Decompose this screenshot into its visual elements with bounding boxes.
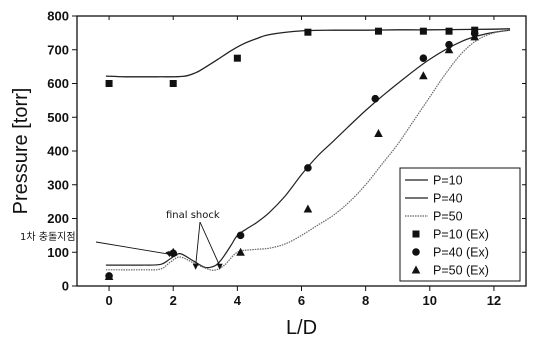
- x-tick-label: 6: [298, 293, 305, 308]
- data-point-p-10-ex: [446, 28, 453, 35]
- legend-label: P=50 (Ex): [433, 264, 489, 278]
- legend-label: P=40 (Ex): [433, 246, 489, 260]
- legend-label: P=10: [433, 174, 463, 188]
- y-tick-label: 600: [47, 76, 69, 91]
- y-tick-label: 200: [47, 211, 69, 226]
- y-tick-label: 800: [47, 9, 69, 24]
- y-tick-label: 500: [47, 110, 69, 125]
- y-tick-label: 0: [62, 279, 69, 294]
- annotation-arrowhead: [193, 264, 199, 270]
- data-point-p-10-ex: [170, 80, 177, 87]
- annotation-label-final-shock: final shock: [166, 210, 220, 221]
- legend-label: P=50: [433, 210, 463, 224]
- data-point-p-40-ex: [304, 164, 312, 172]
- data-point-p-50-ex: [374, 129, 383, 137]
- legend-label: P=40: [433, 192, 463, 206]
- x-tick-label: 8: [362, 293, 369, 308]
- annotation-arrow: [96, 242, 170, 254]
- legend-swatch-marker: [412, 248, 420, 256]
- data-point-p-10-ex: [375, 28, 382, 35]
- data-point-p-10-ex: [420, 28, 427, 35]
- data-point-p-40-ex: [420, 54, 428, 62]
- x-axis-title: L/D: [286, 317, 317, 339]
- x-tick-label: 4: [234, 293, 242, 308]
- legend-label: P=10 (Ex): [433, 228, 489, 242]
- legend: P=10 P=40 P=50 P=10 (Ex) P=40 (Ex) P=50 (Ex): [400, 168, 520, 281]
- data-point-p-10-ex: [106, 80, 113, 87]
- x-tick-label: 10: [423, 293, 437, 308]
- data-point-p-10-ex: [304, 29, 311, 36]
- y-tick-label: 300: [47, 177, 69, 192]
- annotation-arrow: [200, 222, 220, 266]
- data-point-p-50-ex: [419, 71, 428, 79]
- x-tick-label: 0: [105, 293, 112, 308]
- data-point-p-50-ex: [304, 205, 313, 213]
- data-point-p-40-ex: [371, 95, 379, 103]
- y-axis-title: Pressure [torr]: [10, 88, 32, 215]
- x-tick-label: 12: [487, 293, 501, 308]
- x-tick-label: 2: [170, 293, 177, 308]
- data-point-p-40-ex: [237, 232, 245, 240]
- data-point-p-10-ex: [234, 55, 241, 62]
- annotation-label-first-collision: 1차 충돌지점: [20, 231, 76, 243]
- legend-swatch-marker: [413, 231, 420, 238]
- y-tick-label: 100: [47, 245, 69, 260]
- y-tick-label: 700: [47, 42, 69, 57]
- y-tick-label: 400: [47, 144, 69, 159]
- annotation-arrow: [196, 222, 200, 266]
